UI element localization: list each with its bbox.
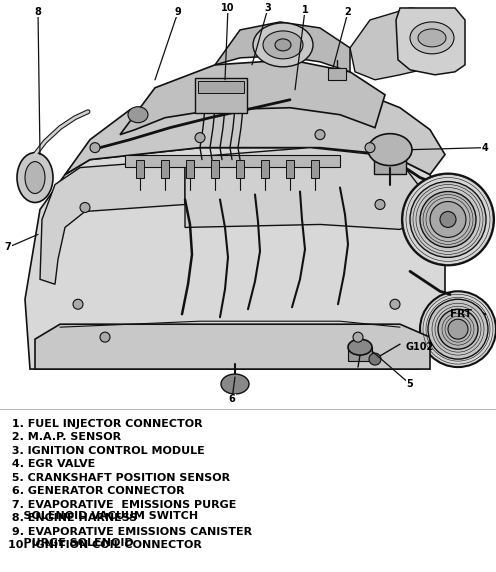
Ellipse shape	[17, 153, 53, 202]
Text: 3: 3	[265, 3, 271, 13]
Ellipse shape	[369, 353, 381, 365]
Text: 7. EVAPORATIVE  EMISSIONS PURGE: 7. EVAPORATIVE EMISSIONS PURGE	[8, 500, 237, 510]
Text: 1: 1	[302, 5, 309, 15]
Ellipse shape	[195, 133, 205, 142]
Text: PURGE SOLENOID: PURGE SOLENOID	[8, 538, 133, 549]
Polygon shape	[350, 8, 460, 80]
Ellipse shape	[438, 309, 478, 349]
Bar	[328, 68, 346, 80]
Text: 1. FUEL INJECTOR CONNECTOR: 1. FUEL INJECTOR CONNECTOR	[8, 419, 203, 429]
Text: 3. IGNITION CONTROL MODULE: 3. IGNITION CONTROL MODULE	[8, 446, 205, 456]
Text: 9: 9	[175, 7, 182, 17]
Ellipse shape	[100, 332, 110, 342]
Polygon shape	[396, 8, 465, 75]
Text: 9. EVAPORATIVE EMISSIONS CANISTER: 9. EVAPORATIVE EMISSIONS CANISTER	[8, 527, 252, 537]
Ellipse shape	[275, 39, 291, 51]
Text: 8: 8	[35, 7, 42, 17]
Text: 8. ENGINE HARNESS: 8. ENGINE HARNESS	[8, 514, 137, 523]
Polygon shape	[185, 148, 418, 229]
Bar	[125, 154, 340, 166]
Ellipse shape	[25, 162, 45, 193]
Text: 4: 4	[482, 142, 489, 153]
Bar	[161, 160, 169, 177]
Ellipse shape	[418, 29, 446, 47]
Polygon shape	[65, 88, 445, 174]
Text: 5. CRANKSHAFT POSITION SENSOR: 5. CRANKSHAFT POSITION SENSOR	[8, 473, 230, 483]
Text: 4. EGR VALVE: 4. EGR VALVE	[8, 459, 95, 470]
Polygon shape	[25, 148, 445, 369]
Bar	[136, 160, 144, 177]
Ellipse shape	[365, 142, 375, 153]
Ellipse shape	[80, 202, 90, 212]
Bar	[374, 152, 406, 173]
Bar	[211, 160, 219, 177]
Bar	[186, 160, 194, 177]
Ellipse shape	[448, 319, 468, 339]
Text: 10. IGNITION COIL CONNECTOR: 10. IGNITION COIL CONNECTOR	[8, 541, 202, 550]
Text: G102: G102	[405, 342, 433, 352]
Ellipse shape	[430, 201, 466, 237]
Text: 6. GENERATOR CONNECTOR: 6. GENERATOR CONNECTOR	[8, 487, 185, 496]
Polygon shape	[40, 160, 185, 284]
Text: 2. M.A.P. SENSOR: 2. M.A.P. SENSOR	[8, 432, 121, 443]
Text: 10: 10	[221, 3, 235, 13]
Ellipse shape	[410, 181, 486, 257]
Ellipse shape	[90, 142, 100, 153]
Ellipse shape	[353, 332, 363, 342]
Ellipse shape	[410, 22, 454, 54]
Ellipse shape	[128, 107, 148, 123]
Ellipse shape	[253, 23, 313, 67]
Bar	[311, 160, 319, 177]
Ellipse shape	[368, 134, 412, 165]
Ellipse shape	[73, 299, 83, 309]
Ellipse shape	[263, 31, 303, 59]
Text: FRT: FRT	[450, 309, 472, 319]
Polygon shape	[215, 22, 350, 72]
Bar	[236, 160, 244, 177]
Ellipse shape	[221, 374, 249, 394]
Ellipse shape	[420, 291, 496, 367]
Text: 2: 2	[345, 7, 351, 17]
Polygon shape	[120, 60, 385, 134]
Text: 6: 6	[229, 394, 236, 404]
Text: SOLENOID VACUUM SWITCH: SOLENOID VACUUM SWITCH	[8, 511, 198, 522]
Bar	[286, 160, 294, 177]
Ellipse shape	[348, 339, 372, 355]
Ellipse shape	[390, 299, 400, 309]
Ellipse shape	[440, 212, 456, 228]
Ellipse shape	[420, 192, 476, 247]
Text: 7: 7	[4, 243, 11, 252]
Bar	[348, 347, 372, 361]
Text: 5: 5	[407, 379, 413, 389]
Bar	[261, 160, 269, 177]
Ellipse shape	[375, 200, 385, 209]
Ellipse shape	[428, 299, 488, 359]
Bar	[195, 78, 247, 113]
Ellipse shape	[402, 173, 494, 265]
Bar	[198, 81, 244, 93]
Polygon shape	[35, 324, 430, 369]
Ellipse shape	[315, 130, 325, 140]
